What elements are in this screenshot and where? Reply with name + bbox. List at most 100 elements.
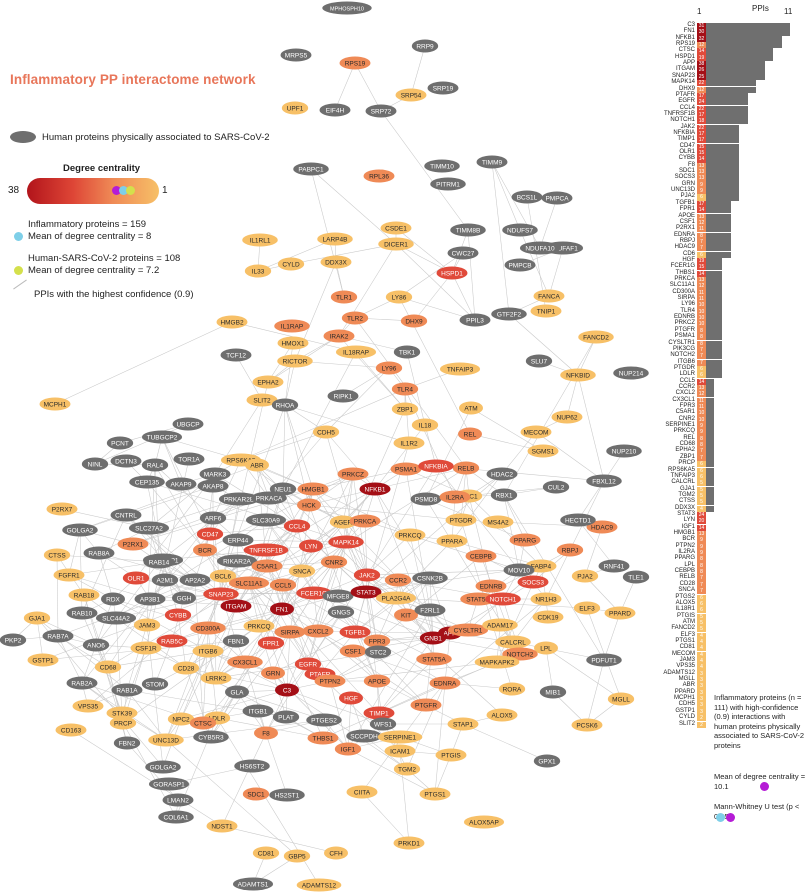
ppi-degree-swatch: 10 <box>697 308 706 315</box>
protein-node-shape <box>272 710 300 724</box>
ppi-edge <box>425 407 472 500</box>
ppi-bar <box>697 264 723 271</box>
ppi-degree-swatch: 3 <box>697 670 706 677</box>
protein-node: BCR <box>193 543 217 557</box>
ppi-degree-swatch: 8 <box>697 435 706 442</box>
ppi-edge <box>56 554 160 563</box>
protein-node-shape <box>410 492 442 506</box>
protein-node-shape <box>167 712 195 726</box>
ppi-row: VPS35 4 <box>670 663 809 671</box>
protein-node-label: HS6ST2 <box>240 763 265 770</box>
protein-node: GTF2F2 <box>491 307 527 321</box>
ppi-row: EDNRA 8 <box>670 232 809 239</box>
ppi-degree-swatch: 25 <box>697 73 706 80</box>
protein-node-shape <box>294 657 322 671</box>
ppi-edge <box>406 682 446 770</box>
ppi-edge <box>165 650 209 741</box>
protein-node-shape <box>243 619 275 633</box>
ppi-row: SOCS3 13 <box>670 174 809 182</box>
ppi-row-label: IGF1 <box>681 523 695 530</box>
protein-node: MCPH1 <box>39 397 71 411</box>
protein-node: HECTD1 <box>560 513 596 527</box>
protein-node-label: CUL2 <box>548 484 565 491</box>
protein-node: EIF4H <box>319 103 351 117</box>
protein-node-shape <box>68 588 100 602</box>
protein-node: DDX3X <box>320 255 352 269</box>
protein-node-shape <box>339 56 371 70</box>
ppi-edge <box>257 710 288 796</box>
ppi-row-label: JAM3 <box>679 657 695 663</box>
protein-node: SLIT2 <box>246 393 278 407</box>
protein-node: AGER <box>329 515 357 529</box>
protein-node-shape <box>346 785 378 799</box>
protein-node: SERPINE1 <box>377 730 423 744</box>
ppi-bar <box>697 346 723 354</box>
ppi-edge <box>237 539 347 543</box>
protein-node-shape <box>476 155 508 169</box>
ppi-row-label: ITGB6 <box>677 358 695 365</box>
ppi-row: CDH5 3 <box>670 701 809 709</box>
protein-node: CYLD <box>277 257 305 271</box>
protein-node-label: MRPS5 <box>285 52 308 59</box>
protein-node: GLA <box>225 685 249 699</box>
protein-node-label: NPC2 <box>172 716 190 723</box>
ppi-row: FPR3 11 <box>670 403 809 411</box>
protein-node-shape <box>130 641 162 655</box>
protein-node: PTGS1 <box>419 787 451 801</box>
figure-title: Inflammatory PP interactome network <box>10 72 256 87</box>
protein-node: SDC1 <box>242 787 270 801</box>
ppi-row: CD81 4 <box>670 644 809 652</box>
protein-node: PCSK6 <box>571 718 603 732</box>
ppi-edge <box>352 637 434 652</box>
ppi-bar <box>697 207 731 214</box>
protein-node-label: SLC30A9 <box>252 517 280 524</box>
protein-node-shape <box>179 573 211 587</box>
protein-node-shape <box>622 570 650 584</box>
protein-node: SRP19 <box>427 81 459 95</box>
ppi-row-label: PTGDR <box>674 364 695 371</box>
protein-node-shape <box>252 846 280 860</box>
protein-node-shape <box>410 698 442 712</box>
protein-node-label: MFGE8 <box>327 593 350 600</box>
protein-node-shape <box>158 810 194 824</box>
protein-node-label: GLA <box>230 689 244 696</box>
protein-node-label: PSMA1 <box>395 466 417 473</box>
protein-node: CTSS <box>43 548 71 562</box>
protein-node: CCL4 <box>283 519 311 533</box>
protein-node: CD68 <box>94 660 122 674</box>
protein-node-label: RPS6KA5 <box>226 457 256 464</box>
protein-node-shape <box>283 519 311 533</box>
protein-node: EDNRB <box>475 579 507 593</box>
ppi-edge <box>503 336 597 496</box>
protein-node-shape <box>232 877 274 891</box>
ppi-edge <box>468 495 492 587</box>
protein-node: CWC27 <box>447 246 479 260</box>
protein-node-label: FABP4 <box>531 563 552 570</box>
ppi-edge <box>398 296 476 321</box>
ppi-edge <box>248 582 260 627</box>
protein-node-label: GOLGA2 <box>150 764 177 771</box>
protein-node-label: PSMD8 <box>415 496 438 503</box>
protein-node-shape <box>391 382 419 396</box>
ppi-degree-swatch: 4 <box>697 645 706 652</box>
protein-node-label: TCF12 <box>226 352 246 359</box>
ppi-row-label: TLR4 <box>680 307 695 314</box>
protein-node-shape <box>527 444 559 458</box>
protein-node-label: TGFB1 <box>345 629 366 636</box>
protein-node: ATM <box>459 401 483 415</box>
protein-node-label: PLAT <box>278 714 294 721</box>
protein-node-shape <box>503 563 535 577</box>
ppi-row-label: GSTP1 <box>675 707 695 714</box>
protein-node-label: CDH5 <box>317 429 335 436</box>
protein-node: AP3B1 <box>134 592 166 606</box>
protein-node-label: ALOX5AP <box>469 819 499 826</box>
ppi-row: PPARD 3 <box>670 689 809 696</box>
protein-node: PABPC1 <box>293 162 329 176</box>
protein-node-label: CYB5R3 <box>198 734 224 741</box>
ppi-row: NFKB1 32 <box>670 35 809 42</box>
gray-node-swatch <box>10 131 36 143</box>
protein-node: PTGIS <box>435 748 467 762</box>
ppi-row: JAM3 4 <box>670 657 809 665</box>
protein-node-shape <box>46 502 78 516</box>
ppi-row-label: CD300A <box>672 288 695 295</box>
